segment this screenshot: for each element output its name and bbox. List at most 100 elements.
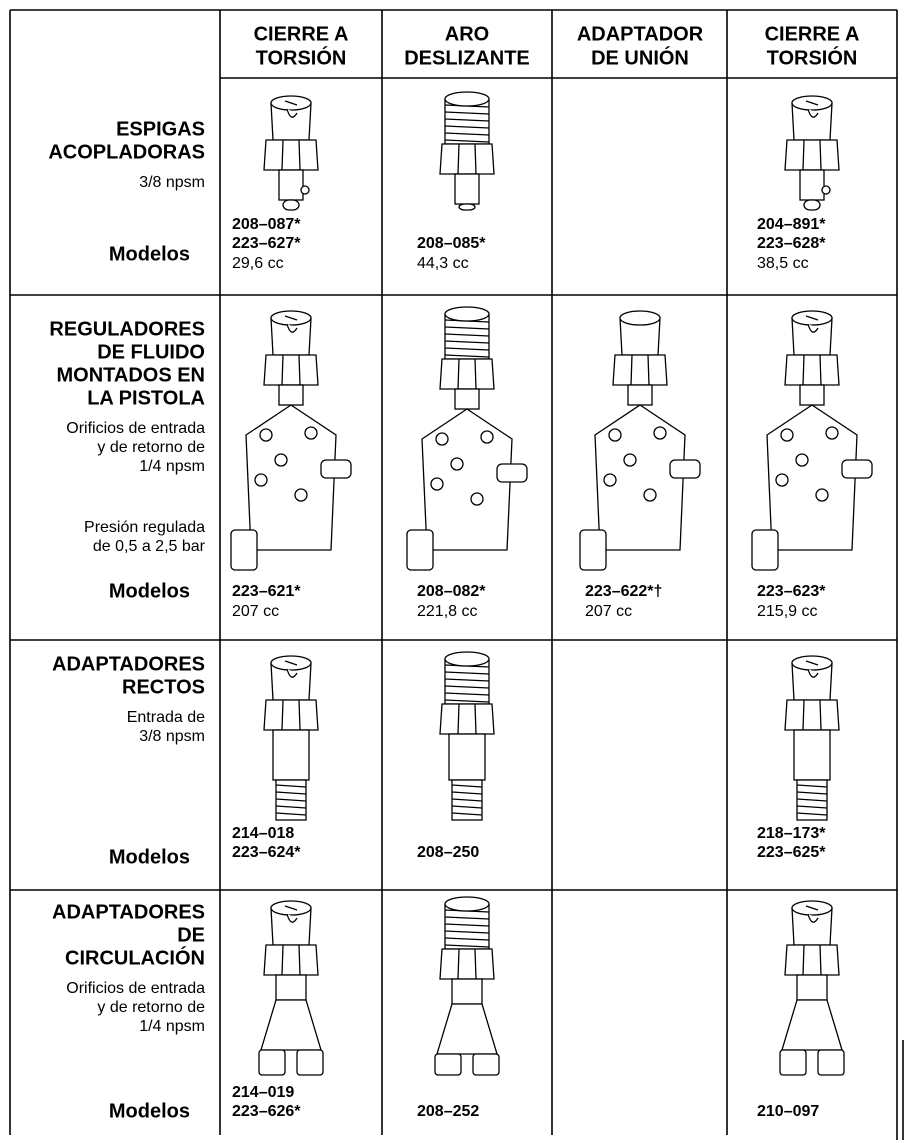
drawing-stroke [444,896,490,912]
row-title: ACOPLADORAS [48,141,205,163]
drawing-stroke [474,358,477,390]
volume: 215,9 cc [757,603,817,620]
drawing-stroke [799,169,825,201]
drawing-stroke [258,1049,286,1076]
drawing-stroke [608,428,622,442]
fitting-drawing [263,655,319,821]
drawing-stroke [474,703,477,735]
column-header: TORSIÓN [767,45,858,69]
drawing-stroke [284,100,298,118]
drawing-stroke [444,685,490,689]
part-number: 208–085* [417,235,486,252]
drawing-stroke [444,125,490,129]
part-number: 208–252 [417,1103,479,1120]
drawing-stroke [474,143,477,175]
drawing-stroke [298,354,301,386]
drawing-stroke [643,488,657,502]
models-label: Modelos [109,1100,190,1122]
row-note: Presión regulada [84,519,205,536]
drawing-stroke [470,492,484,506]
models-label: Modelos [109,846,190,868]
drawing-stroke [444,347,490,351]
fitting-drawing [784,655,840,821]
column-header: ADAPTADOR [577,23,704,45]
drawing-stroke [457,703,460,735]
drawing-stroke [275,805,307,809]
drawing-stroke [796,791,828,795]
drawing-stroke [444,111,490,115]
fitting-drawing [263,95,319,211]
drawing-stroke [454,173,480,205]
fitting-drawing [439,91,495,211]
row-note: de 0,5 a 2,5 bar [93,538,206,555]
drawing-stroke [263,699,319,731]
part-number: 214–019 [232,1084,294,1101]
drawing-stroke [805,660,819,678]
drawing-stroke [278,169,304,201]
drawing-stroke [444,91,490,107]
drawing-stroke [784,354,840,386]
drawing-stroke [282,199,300,211]
drawing-stroke [819,699,822,731]
column-header: TORSIÓN [256,45,347,69]
part-number: 223–623* [757,583,826,600]
drawing-stroke [796,805,828,809]
drawing-stroke [260,999,322,1051]
drawing-stroke [284,315,298,333]
table-frame [9,9,904,1140]
drawing-stroke [815,488,829,502]
drawing-stroke [300,185,310,195]
drawing-stroke [802,944,805,976]
drawing-stroke [444,692,490,696]
part-number: 223–628* [757,235,826,252]
drawing-stroke [275,784,307,788]
drawing-stroke [802,354,805,386]
drawing-stroke [803,199,821,211]
row-note: 1/4 npsm [139,1018,205,1035]
drawing-stroke [458,203,476,211]
drawing-stroke [451,978,483,1005]
drawing-stroke [444,671,490,675]
drawing-stroke [451,791,483,795]
drawing-stroke [817,1049,845,1076]
part-number: 208–087* [232,216,301,233]
drawing-stroke [294,488,308,502]
volume: 207 cc [232,603,279,620]
part-number: 204–891* [757,216,826,233]
drawing-stroke [430,477,444,491]
drawing-stroke [480,430,494,444]
volume: 44,3 cc [417,255,469,272]
row-note: Orificios de entrada [66,420,205,437]
drawing-stroke [775,473,789,487]
drawing-stroke [298,699,301,731]
drawing-stroke [796,784,828,788]
part-number: 223–624* [232,844,301,861]
drawing-stroke [603,473,617,487]
drawing-stroke [781,999,843,1051]
drawing-stroke [454,388,480,410]
drawing-stroke [444,354,490,358]
fitting-drawing [751,310,873,571]
fitting-drawing [258,900,324,1076]
fitting-drawing [434,896,500,1076]
drawing-stroke [802,139,805,171]
column-header: DE UNIÓN [591,45,689,69]
drawing-stroke [444,139,490,143]
drawing-stroke [434,1053,462,1076]
part-number: 208–250 [417,844,479,861]
fitting-drawing [779,900,845,1076]
drawing-stroke [444,326,490,330]
drawing-stroke [444,923,490,927]
row-title: LA PISTOLA [87,387,205,409]
drawing-stroke [784,944,840,976]
drawing-stroke [230,529,258,571]
drawing-stroke [444,944,490,948]
volume: 38,5 cc [757,255,809,272]
drawing-stroke [275,812,307,816]
drawing-stroke [669,459,701,479]
part-number: 223–625* [757,844,826,861]
row-note: y de retorno de [97,439,205,456]
row-note: 1/4 npsm [139,458,205,475]
drawing-stroke [451,798,483,802]
